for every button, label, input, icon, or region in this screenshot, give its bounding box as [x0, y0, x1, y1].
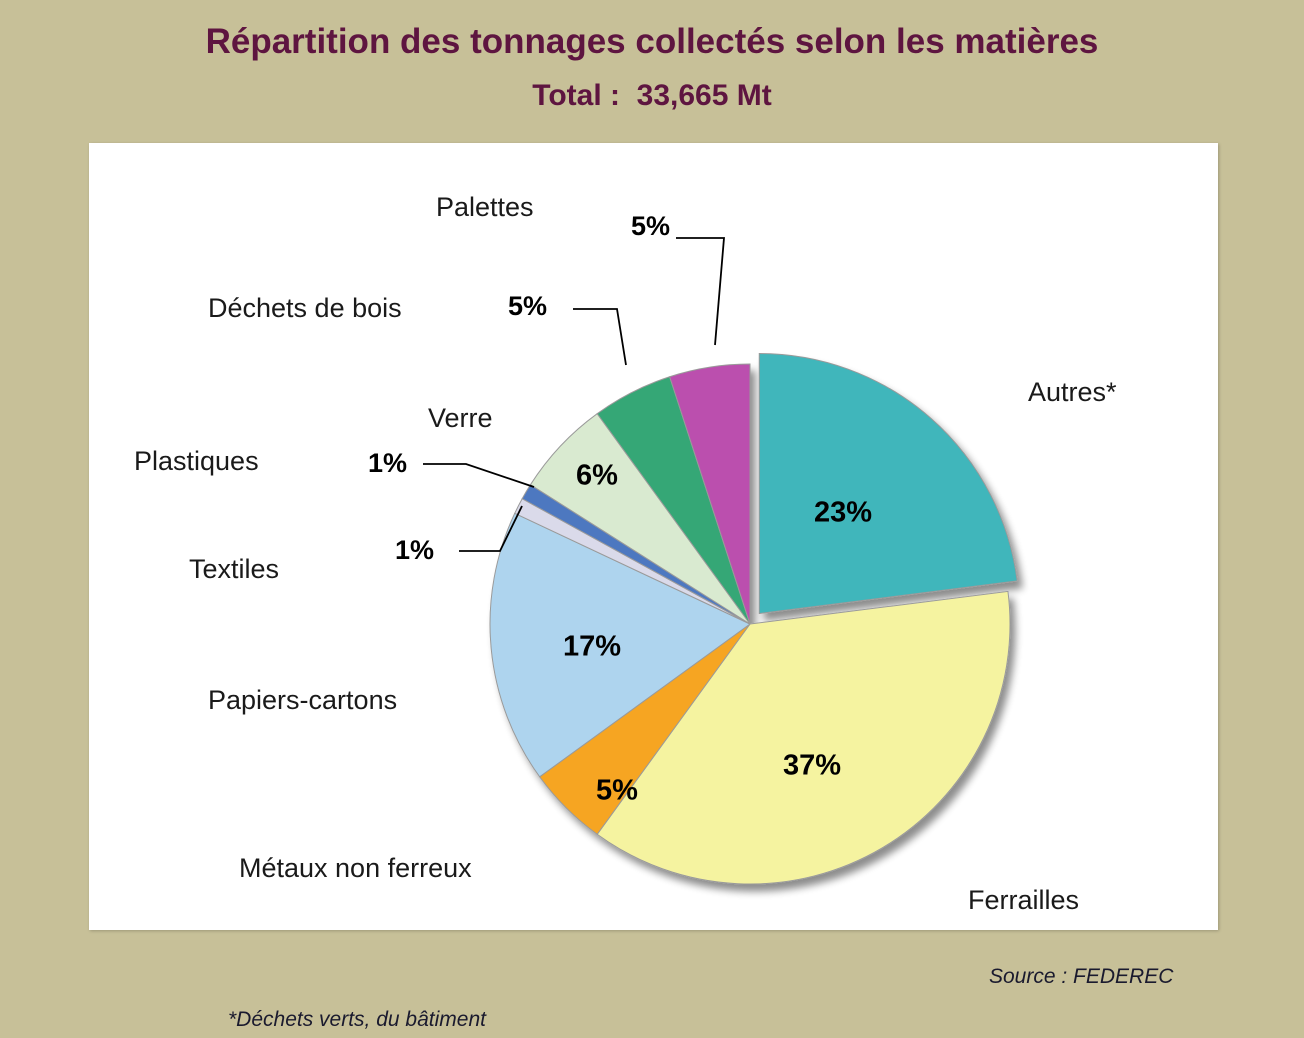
- svg-text:17%: 17%: [563, 631, 621, 663]
- svg-text:5%: 5%: [508, 291, 547, 321]
- svg-text:Verre: Verre: [428, 403, 493, 433]
- svg-text:Autres*: Autres*: [1028, 377, 1117, 407]
- svg-text:Ferrailles: Ferrailles: [968, 885, 1079, 915]
- svg-text:23%: 23%: [814, 497, 872, 529]
- svg-text:Plastiques: Plastiques: [134, 446, 259, 476]
- svg-text:Déchets de bois: Déchets de bois: [208, 293, 402, 323]
- svg-text:Papiers-cartons: Papiers-cartons: [208, 685, 397, 715]
- svg-text:1%: 1%: [395, 535, 434, 565]
- svg-text:Métaux non ferreux: Métaux non ferreux: [239, 853, 472, 883]
- svg-text:Palettes: Palettes: [436, 192, 534, 222]
- svg-text:5%: 5%: [596, 775, 638, 807]
- svg-text:6%: 6%: [576, 460, 618, 492]
- svg-text:1%: 1%: [368, 448, 407, 478]
- svg-text:Textiles: Textiles: [189, 554, 279, 584]
- svg-text:5%: 5%: [631, 211, 670, 241]
- svg-text:37%: 37%: [783, 750, 841, 782]
